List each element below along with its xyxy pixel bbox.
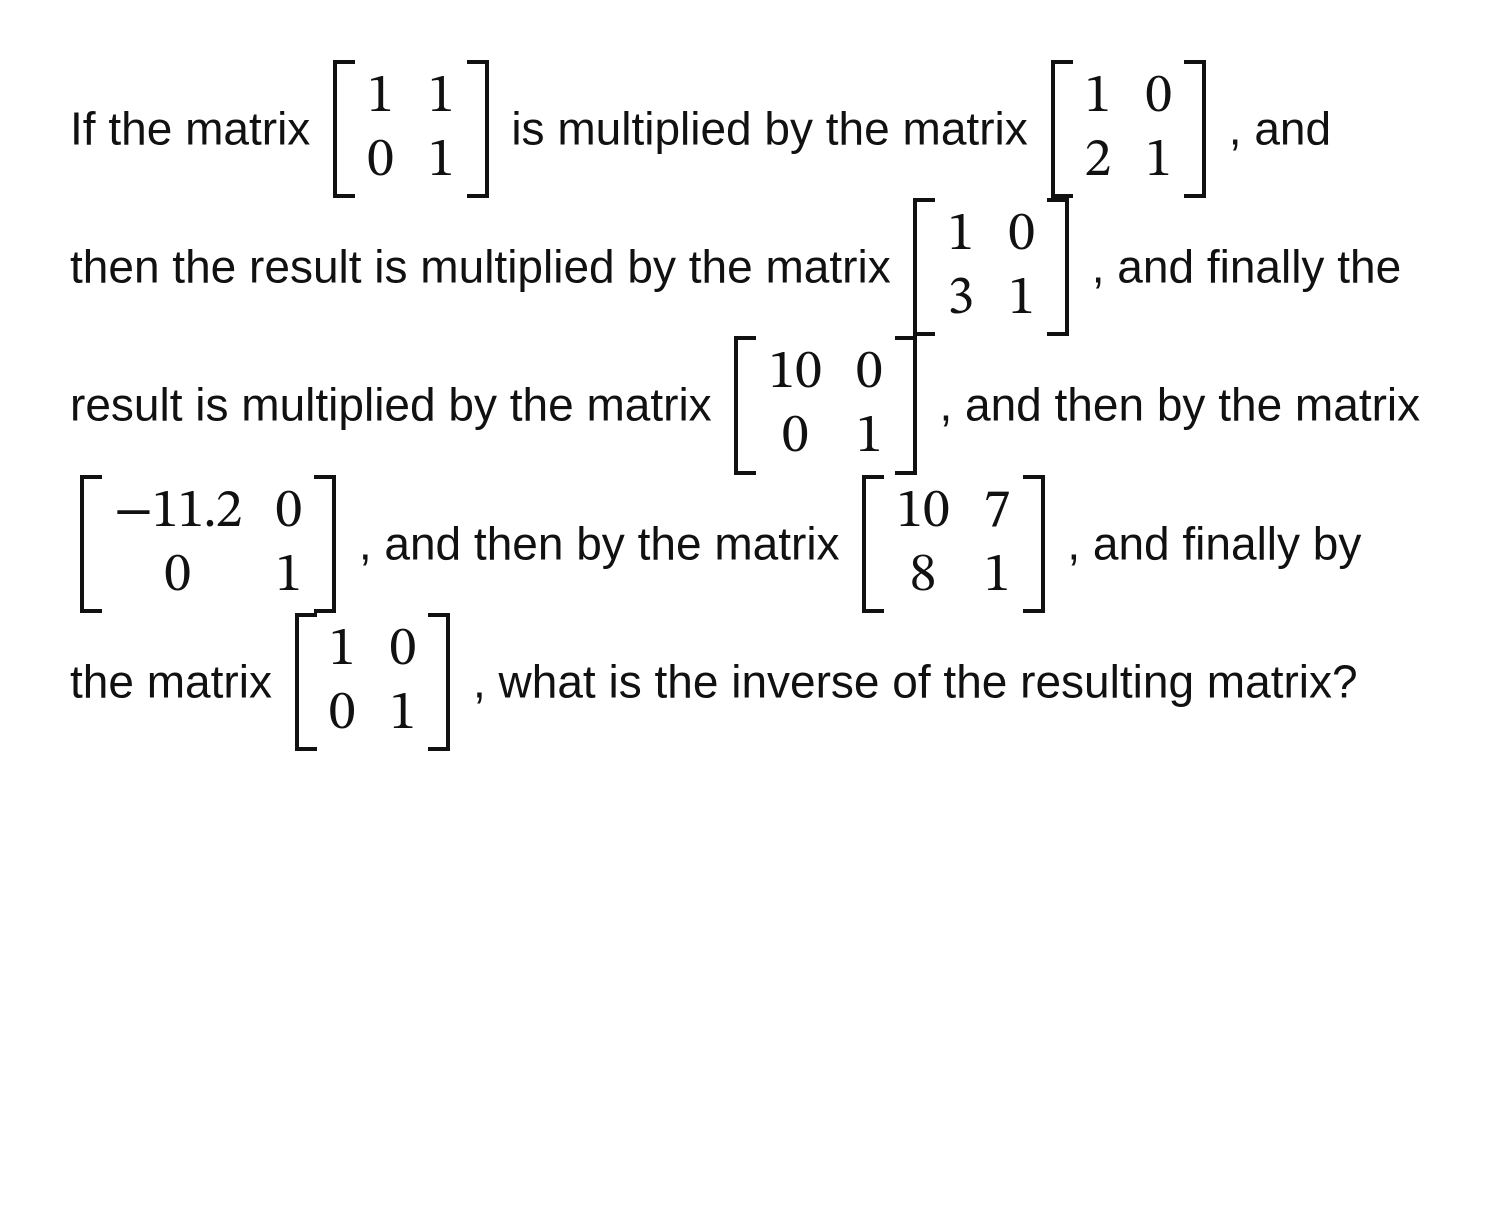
matrix-6: 10 7 8 1 xyxy=(862,475,1044,613)
left-bracket-icon xyxy=(333,60,355,198)
matrix-cell: 1 xyxy=(428,66,455,128)
left-bracket-icon xyxy=(80,475,102,613)
math-problem-page: If the matrix 1 1 0 1 is multiplied by t… xyxy=(0,0,1500,811)
left-bracket-icon xyxy=(913,198,935,336)
matrix-cell: 1 xyxy=(947,204,974,266)
matrix-7: 1 0 0 1 xyxy=(295,613,450,751)
left-bracket-icon xyxy=(862,475,884,613)
matrix-cell: 7 xyxy=(984,481,1011,543)
matrix-cell: 10 xyxy=(896,481,949,543)
matrix-cell: 1 xyxy=(984,545,1011,607)
right-bracket-icon xyxy=(1023,475,1045,613)
text-segment-1: If the matrix xyxy=(70,102,323,154)
matrix-cell: 0 xyxy=(275,481,302,543)
left-bracket-icon xyxy=(295,613,317,751)
left-bracket-icon xyxy=(734,336,756,474)
matrix-cell: 1 xyxy=(1008,268,1035,330)
matrix-cell: 0 xyxy=(367,130,394,192)
matrix-cell: 0 xyxy=(782,406,809,468)
matrix-1: 1 1 0 1 xyxy=(333,60,488,198)
right-bracket-icon xyxy=(314,475,336,613)
matrix-cell: 10 xyxy=(768,342,821,404)
text-segment-5: , and then by the matrix xyxy=(939,379,1420,431)
right-bracket-icon xyxy=(428,613,450,751)
matrix-3: 1 0 3 1 xyxy=(913,198,1068,336)
matrix-cell: 2 xyxy=(1085,130,1112,192)
matrix-2: 1 0 2 1 xyxy=(1051,60,1206,198)
text-segment-6: , and then by the matrix xyxy=(359,517,853,569)
matrix-cell: 0 xyxy=(164,545,191,607)
matrix-cell: 0 xyxy=(329,683,356,745)
matrix-cell: 1 xyxy=(856,406,883,468)
matrix-5: −11.2 0 0 1 xyxy=(80,475,336,613)
text-segment-8: , what is the inverse of the resulting m… xyxy=(473,655,1358,707)
matrix-cell: 1 xyxy=(428,130,455,192)
problem-text-flow: If the matrix 1 1 0 1 is multiplied by t… xyxy=(70,60,1430,751)
right-bracket-icon xyxy=(1047,198,1069,336)
matrix-cell: 1 xyxy=(275,545,302,607)
matrix-cell: 0 xyxy=(1008,204,1035,266)
text-segment-2: is multiplied by the matrix xyxy=(511,102,1040,154)
left-bracket-icon xyxy=(1051,60,1073,198)
matrix-4: 10 0 0 1 xyxy=(734,336,916,474)
matrix-cell: 0 xyxy=(1145,66,1172,128)
right-bracket-icon xyxy=(467,60,489,198)
matrix-cell: 1 xyxy=(1085,66,1112,128)
matrix-cell: 1 xyxy=(1145,130,1172,192)
matrix-cell: 0 xyxy=(389,619,416,681)
matrix-cell: 1 xyxy=(329,619,356,681)
matrix-cell: 8 xyxy=(910,545,937,607)
right-bracket-icon xyxy=(895,336,917,474)
matrix-cell: −11.2 xyxy=(114,481,241,543)
matrix-cell: 3 xyxy=(947,268,974,330)
matrix-cell: 1 xyxy=(389,683,416,745)
matrix-cell: 0 xyxy=(856,342,883,404)
right-bracket-icon xyxy=(1184,60,1206,198)
matrix-cell: 1 xyxy=(367,66,394,128)
